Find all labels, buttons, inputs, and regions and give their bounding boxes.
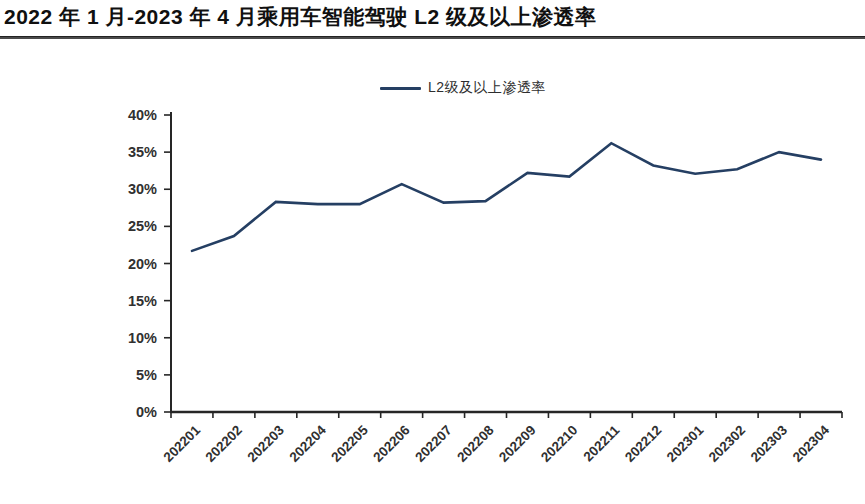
x-tick-label: 202207 bbox=[412, 423, 454, 465]
y-tick-label: 30% bbox=[128, 181, 157, 197]
y-tick-label: 15% bbox=[128, 293, 157, 309]
x-tick-label: 202205 bbox=[328, 422, 371, 465]
y-tick-label: 35% bbox=[128, 144, 157, 160]
x-tick-label: 202208 bbox=[454, 422, 497, 465]
x-tick-label: 202209 bbox=[496, 423, 538, 465]
x-tick-label: 202201 bbox=[161, 422, 204, 465]
y-tick-label: 20% bbox=[128, 256, 157, 272]
legend: L2级及以上渗透率 bbox=[380, 79, 546, 97]
x-tick-label: 202203 bbox=[244, 422, 287, 465]
line-chart: 0%5%10%15%20%25%30%35%40%202201202202202… bbox=[0, 100, 865, 504]
chart-title: 2022 年 1 月-2023 年 4 月乘用车智能驾驶 L2 级及以上渗透率 bbox=[4, 3, 864, 31]
x-tick-label: 202304 bbox=[790, 422, 833, 465]
y-tick-label: 5% bbox=[136, 367, 157, 383]
x-tick-label: 202210 bbox=[538, 423, 580, 465]
x-axis-labels: 2022012022022022032022042022052022062022… bbox=[161, 422, 833, 465]
x-tick-label: 202204 bbox=[286, 422, 329, 465]
legend-line-swatch bbox=[380, 87, 421, 90]
y-tick-label: 0% bbox=[136, 404, 157, 420]
x-tick-label: 202211 bbox=[581, 422, 623, 464]
x-tick-label: 202206 bbox=[370, 422, 413, 465]
legend-label: L2级及以上渗透率 bbox=[428, 79, 546, 97]
y-axis-ticks: 0% 5% 10% 15% 20% 25% 30% 35% 40% bbox=[128, 107, 171, 420]
y-tick-label: 40% bbox=[128, 107, 157, 123]
x-tick-label: 202301 bbox=[664, 422, 707, 465]
x-tick-label: 202302 bbox=[706, 423, 748, 465]
x-tick-label: 202303 bbox=[748, 422, 791, 465]
y-tick-label: 25% bbox=[128, 218, 157, 234]
y-tick-label: 10% bbox=[128, 330, 157, 346]
data-line-l2-penetration bbox=[192, 143, 821, 251]
x-tick-label: 202202 bbox=[203, 423, 245, 465]
title-divider bbox=[0, 36, 865, 39]
x-tick-label: 202212 bbox=[622, 423, 664, 465]
